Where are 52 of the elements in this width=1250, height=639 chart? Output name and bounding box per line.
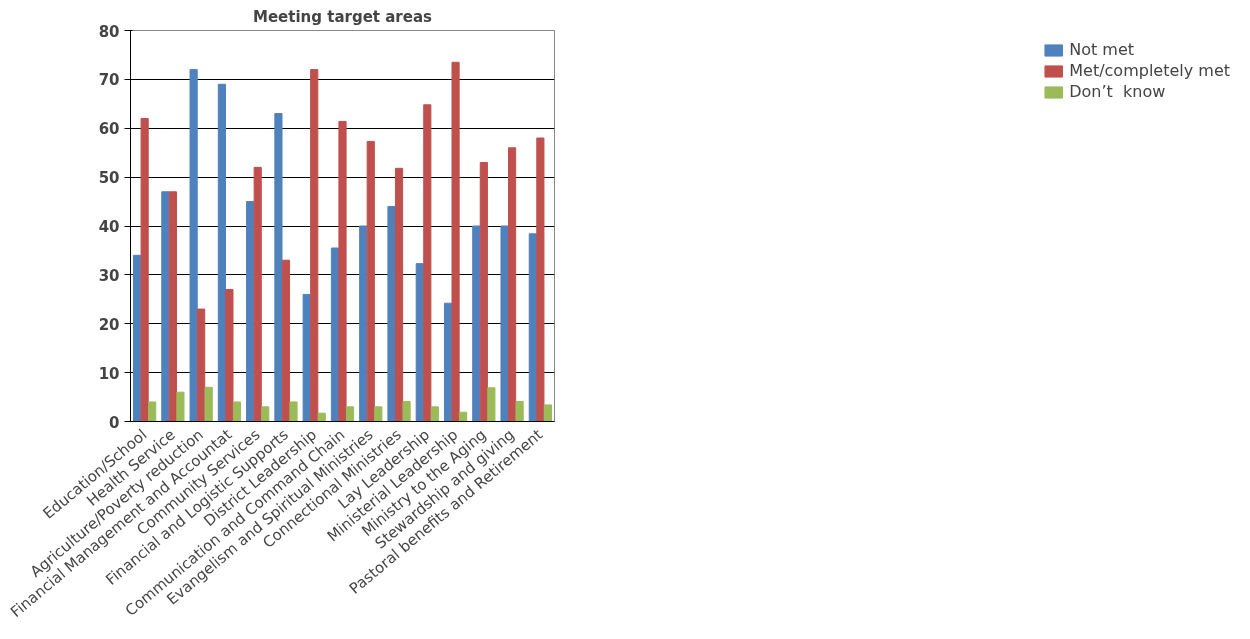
bar	[479, 161, 488, 422]
bar	[374, 406, 383, 422]
bar	[148, 401, 157, 422]
bar	[345, 406, 355, 422]
y-tick-label: 70	[98, 71, 120, 90]
bar	[338, 120, 347, 422]
bar	[317, 412, 326, 422]
bar	[217, 83, 226, 422]
bar	[487, 387, 496, 422]
bar	[500, 225, 509, 422]
bar	[204, 386, 213, 422]
bar	[387, 205, 396, 422]
bar	[459, 411, 468, 422]
bar	[394, 167, 404, 422]
bar	[451, 61, 460, 422]
bar	[261, 406, 270, 422]
legend-label: Met/completely met	[1069, 61, 1230, 80]
bar	[310, 69, 319, 422]
legend-label: Don’t know	[1069, 82, 1166, 101]
y-tick-label: 20	[98, 315, 120, 334]
bar	[423, 104, 432, 422]
legend-label: Not met	[1069, 40, 1135, 59]
bar	[274, 113, 283, 422]
bar	[253, 166, 262, 422]
bar	[515, 400, 524, 422]
bar	[189, 69, 198, 422]
bar	[176, 391, 185, 422]
y-tick-label: 40	[98, 218, 120, 236]
bar	[281, 259, 291, 422]
bar	[472, 225, 481, 422]
chart-title: Meeting target areas	[253, 7, 433, 26]
y-tick-label: 50	[98, 169, 120, 188]
y-tick-label: 0	[109, 413, 120, 432]
bar	[359, 225, 368, 422]
bar	[225, 289, 234, 422]
bar	[197, 308, 206, 422]
bar	[289, 401, 298, 422]
bar	[508, 147, 517, 422]
bar	[536, 137, 545, 422]
bar	[232, 401, 242, 422]
y-tick-label: 80	[98, 22, 120, 41]
bar	[543, 404, 552, 422]
y-tick-label: 10	[98, 364, 120, 383]
y-tick-label: 30	[98, 266, 120, 285]
bar	[168, 191, 177, 422]
bar	[402, 400, 411, 422]
bar	[302, 293, 311, 422]
y-tick-label: 60	[98, 120, 120, 139]
bar	[161, 191, 170, 422]
bar	[366, 140, 375, 422]
bar	[140, 117, 149, 422]
bar	[430, 406, 439, 422]
